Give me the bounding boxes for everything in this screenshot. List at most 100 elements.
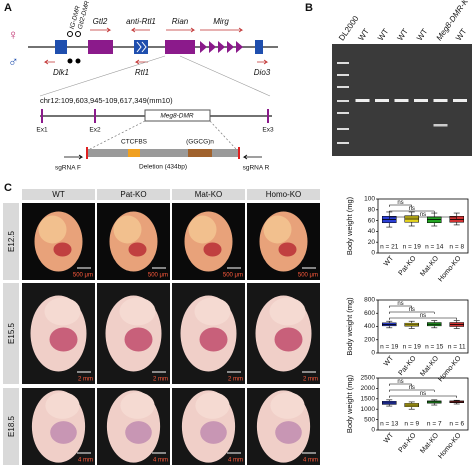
- deletion-bar: [88, 149, 238, 157]
- column-label: Mat-KO: [195, 190, 223, 199]
- deletion-label: Deletion (434bp): [139, 164, 187, 171]
- column-label: WT: [52, 190, 65, 199]
- scale-label: 500 μm: [73, 273, 93, 279]
- sig-label: ns: [409, 206, 415, 212]
- liver: [199, 327, 228, 352]
- embryo-head: [270, 392, 305, 419]
- sig-bracket: [389, 305, 412, 308]
- sig-bracket: [389, 389, 435, 392]
- n-label: n = 14: [425, 244, 444, 251]
- embryo-head: [120, 392, 155, 419]
- x-tick-label: Pat-KO: [398, 255, 418, 278]
- liver: [278, 242, 297, 257]
- sig-label: ns: [409, 385, 415, 391]
- scale-label: 500 μm: [223, 273, 243, 279]
- y-tick-label: 600: [364, 310, 375, 317]
- embryo-head: [44, 297, 81, 326]
- scale-label: 2 mm: [303, 377, 318, 383]
- gene-map: [28, 27, 278, 160]
- ladder-band: [337, 142, 349, 144]
- x-tick-label: Mat-KO: [419, 355, 440, 378]
- scale-label: 4 mm: [303, 458, 318, 464]
- x-tick-label: WT: [383, 431, 396, 444]
- sig-bracket: [389, 204, 412, 207]
- gene-box: [88, 40, 113, 54]
- ladder-band: [337, 112, 349, 114]
- scale-label: 4 mm: [78, 458, 93, 464]
- lane-label: WT: [356, 27, 371, 42]
- x-tick-label: Homo-KO: [437, 255, 463, 284]
- liver: [128, 242, 147, 257]
- n-label: n = 6: [449, 421, 464, 428]
- sig-label: ns: [420, 212, 426, 218]
- liver: [53, 242, 72, 257]
- sig-label: ns: [397, 200, 403, 206]
- liver: [125, 421, 152, 444]
- gene-label: Mirg: [213, 17, 229, 26]
- liver: [203, 242, 222, 257]
- column-header: [97, 189, 170, 200]
- x-tick-label: Homo-KO: [437, 355, 463, 384]
- gel-bands: [337, 62, 467, 144]
- y-tick-label: 100: [364, 196, 375, 203]
- y-tick-label: 0: [371, 427, 375, 434]
- n-label: n = 7: [427, 421, 442, 428]
- panel-label: A: [4, 2, 12, 14]
- n-label: n = 8: [449, 244, 464, 251]
- embryo-grid: WT Pat-KO Mat-KO Homo-KO E12.5 500 μm 500 μm 50…: [3, 189, 320, 465]
- column-header: [247, 189, 320, 200]
- scale-label: 500 μm: [298, 273, 318, 279]
- y-tick-label: 0: [371, 250, 375, 257]
- column-label: Homo-KO: [266, 190, 302, 199]
- x-tick-label: Pat-KO: [398, 432, 418, 455]
- sig-bracket: [389, 216, 457, 219]
- sgrna-label: sgRNA F: [55, 165, 81, 172]
- y-tick-label: 60: [368, 217, 376, 224]
- embryo-head: [195, 392, 230, 419]
- mirg-arrows: [200, 41, 243, 53]
- sig-bracket: [389, 311, 435, 314]
- cut-site: [86, 147, 88, 159]
- gene-label: Dlk1: [53, 68, 69, 77]
- ladder-band: [337, 62, 349, 64]
- exon: [94, 109, 96, 123]
- sig-bracket: [389, 383, 412, 386]
- exon: [41, 109, 43, 123]
- liver: [200, 421, 227, 444]
- column-header: [22, 189, 95, 200]
- open-dot: [75, 31, 81, 37]
- y-tick-label: 800: [364, 297, 375, 304]
- scale-label: 2 mm: [78, 377, 93, 383]
- ladder-band: [337, 100, 349, 102]
- band: [355, 99, 370, 102]
- gene-label: anti-Rtl1: [126, 17, 156, 26]
- scale-label: 2 mm: [153, 377, 168, 383]
- exon-label: Ex3: [262, 127, 274, 134]
- scale-label: 2 mm: [228, 377, 243, 383]
- embryo-head: [269, 297, 306, 326]
- direction-arrows: [43, 27, 269, 65]
- liver: [274, 327, 303, 352]
- embryo-head: [263, 215, 292, 244]
- gene-box: [255, 40, 263, 54]
- repeat-site: [188, 149, 212, 157]
- x-tick-label: WT: [383, 354, 396, 367]
- y-tick-label: 40: [368, 228, 376, 235]
- ctcf-label: CTCFBS: [121, 139, 148, 146]
- exon: [267, 109, 269, 123]
- column-label: Pat-KO: [120, 190, 146, 199]
- y-axis-label: Body weight (mg): [345, 196, 354, 255]
- coords: chr12:109,603,945-109,617,349(mm10): [40, 96, 173, 105]
- y-axis-label: Body weight (mg): [345, 374, 354, 433]
- embryo-head: [119, 297, 156, 326]
- x-tick-label: WT: [383, 254, 396, 267]
- n-label: n = 19: [380, 344, 399, 351]
- embryo-head: [188, 215, 217, 244]
- band: [414, 99, 428, 102]
- filled-dot: [75, 58, 81, 64]
- filled-dot: [67, 58, 73, 64]
- zoom-lines: [39, 55, 271, 97]
- row-header: [3, 283, 19, 384]
- y-tick-label: 20: [368, 239, 376, 246]
